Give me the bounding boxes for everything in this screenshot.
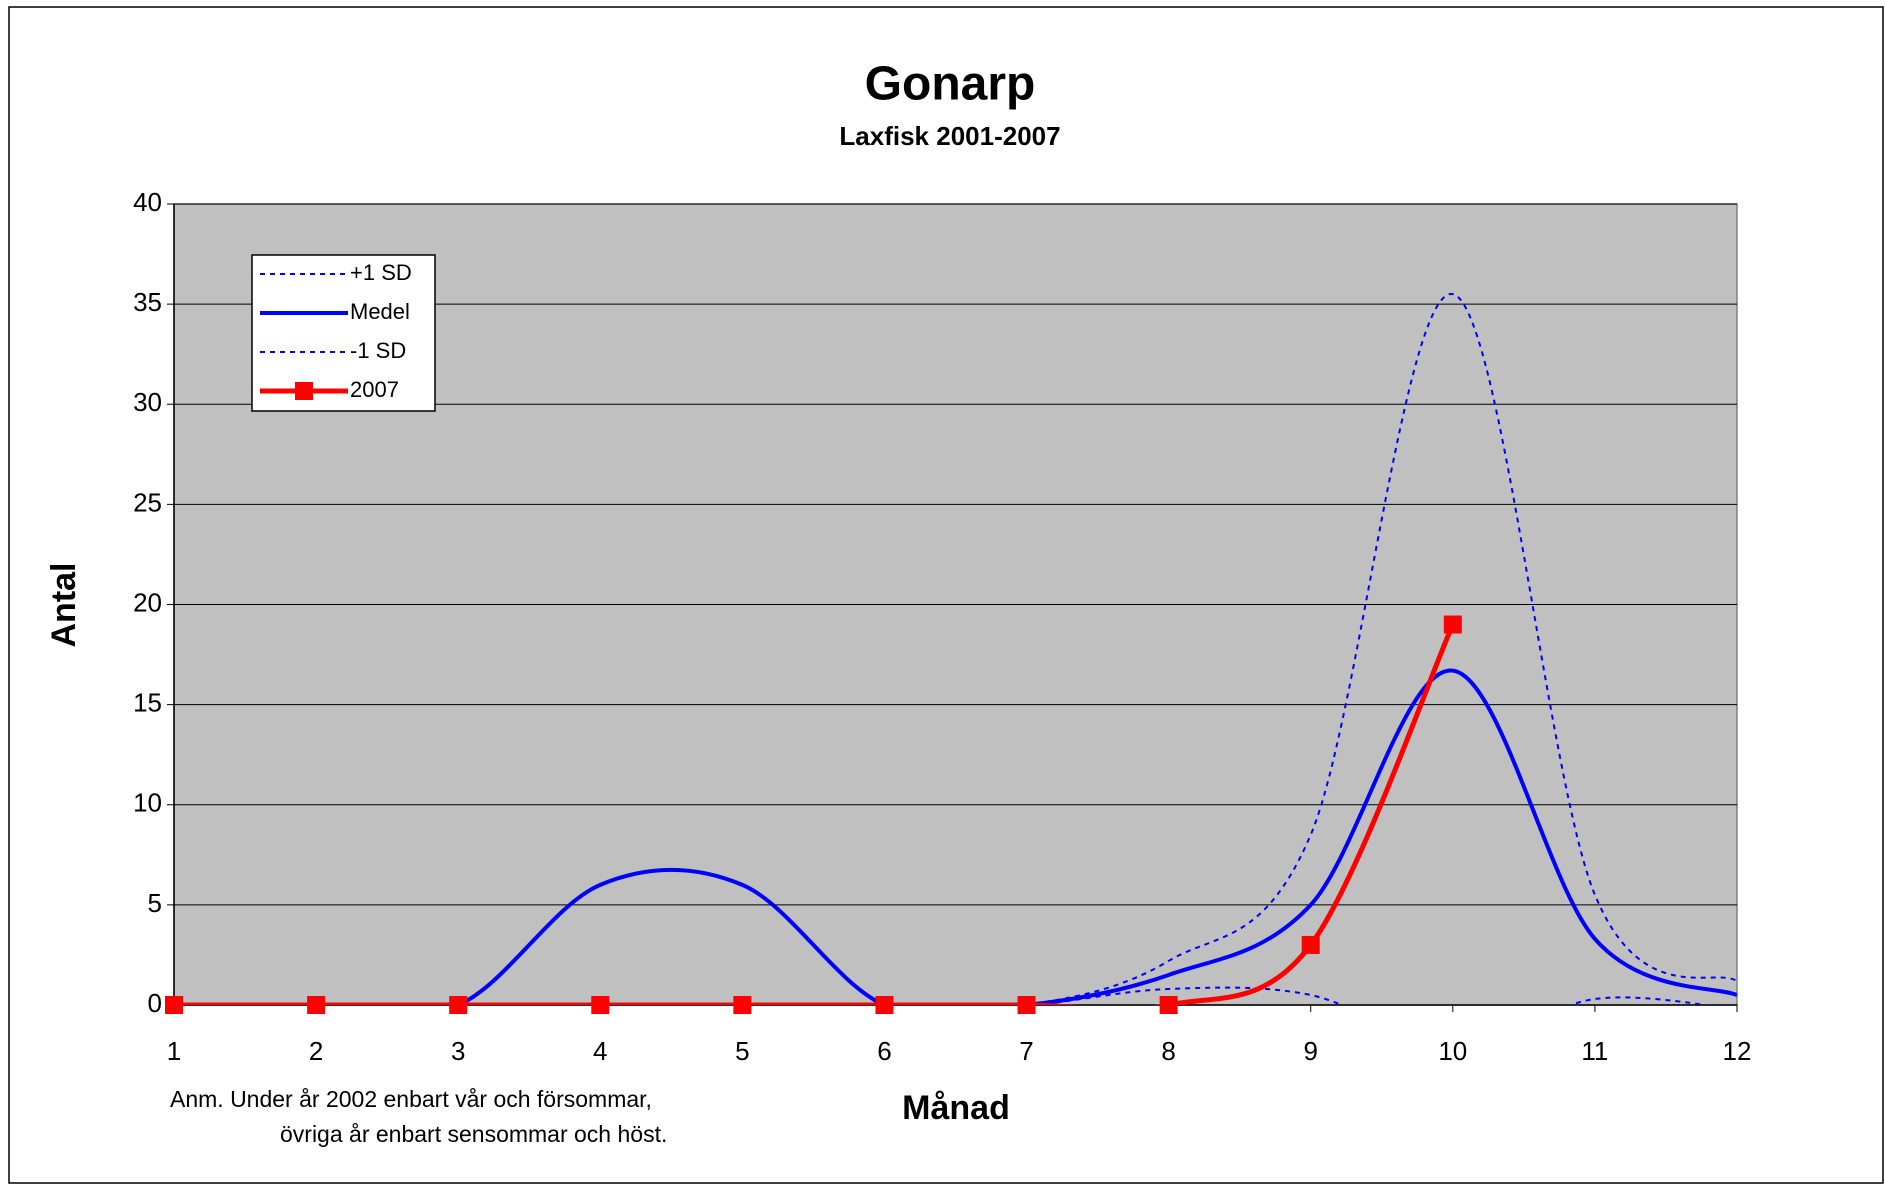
series-marker xyxy=(1301,935,1320,954)
x-tick-label: 6 xyxy=(877,1036,891,1066)
annotation: övriga år enbart sensommar och höst. xyxy=(280,1121,667,1147)
y-tick-label: 20 xyxy=(133,587,162,617)
x-tick-label: 8 xyxy=(1161,1036,1175,1066)
series-marker xyxy=(1443,615,1462,634)
legend-label: 2007 xyxy=(350,377,399,402)
series-marker xyxy=(1017,996,1036,1014)
y-tick-label: 30 xyxy=(133,387,162,417)
legend-box xyxy=(251,254,436,412)
series-marker xyxy=(733,996,752,1014)
x-tick-label: 1 xyxy=(167,1036,181,1066)
annotation: Anm. Under år 2002 enbart vår och försom… xyxy=(170,1086,652,1112)
x-tick-label: 11 xyxy=(1581,1036,1608,1066)
y-tick-label: 15 xyxy=(133,688,162,718)
x-tick-label: 2 xyxy=(309,1036,323,1066)
y-tick-label: 10 xyxy=(133,788,162,818)
chart-subtitle: Laxfisk 2001-2007 xyxy=(839,121,1060,151)
x-axis-label: Månad xyxy=(902,1089,1010,1127)
series-marker xyxy=(307,996,326,1014)
legend-label: +1 SD xyxy=(350,260,412,285)
series-marker xyxy=(875,996,894,1014)
y-tick-label: 0 xyxy=(148,988,162,1018)
y-tick-label: 25 xyxy=(133,487,162,517)
legend-label: Medel xyxy=(350,299,410,324)
legend-marker xyxy=(295,382,313,400)
legend-label: -1 SD xyxy=(350,338,406,363)
chart-title: Gonarp xyxy=(865,58,1036,111)
series-marker xyxy=(449,996,468,1014)
x-tick-label: 4 xyxy=(593,1036,607,1066)
x-tick-label: 12 xyxy=(1723,1036,1752,1066)
x-tick-label: 5 xyxy=(735,1036,749,1066)
x-tick-label: 10 xyxy=(1438,1036,1467,1066)
series-marker xyxy=(1159,996,1178,1014)
x-tick-label: 9 xyxy=(1303,1036,1317,1066)
y-tick-label: 5 xyxy=(148,888,162,918)
series-marker xyxy=(591,996,610,1014)
series-marker xyxy=(165,996,183,1014)
y-tick-label: 40 xyxy=(133,187,162,217)
y-tick-label: 35 xyxy=(133,287,162,317)
x-tick-label: 7 xyxy=(1019,1036,1033,1066)
y-axis-label: Antal xyxy=(45,563,83,648)
x-tick-label: 3 xyxy=(451,1036,465,1066)
